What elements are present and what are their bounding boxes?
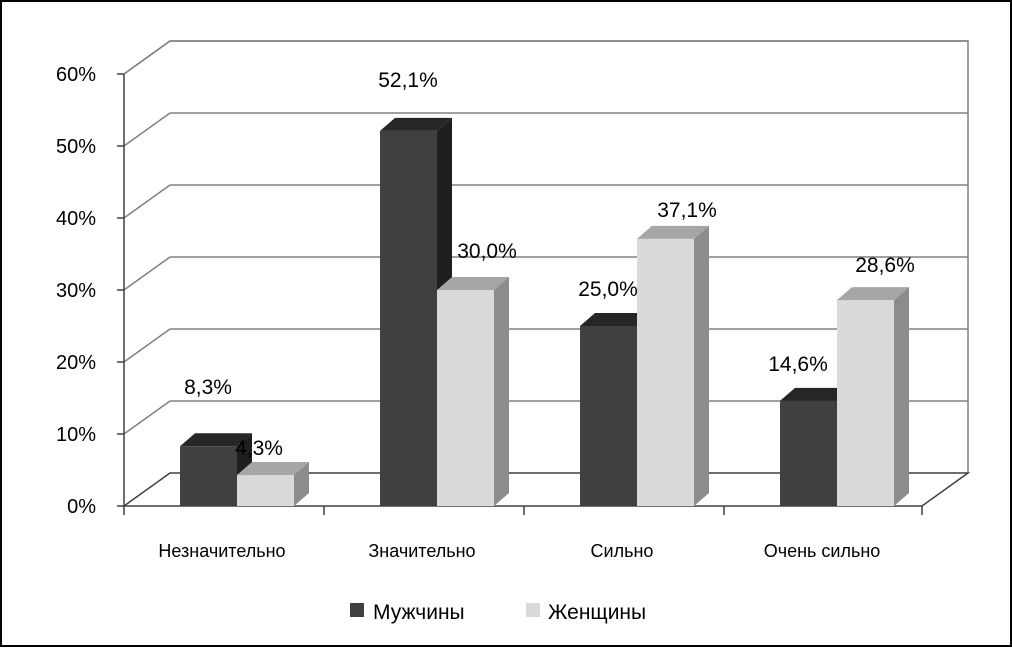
bar-front — [837, 300, 894, 506]
gridline — [123, 40, 968, 75]
bar-top — [637, 225, 709, 239]
data-label: 28,6% — [855, 254, 915, 277]
bar-front — [380, 130, 437, 506]
y-tick-label: 30% — [56, 280, 96, 302]
y-tick-label: 0% — [67, 496, 96, 518]
gridline — [123, 184, 968, 219]
data-label: 4,3% — [235, 437, 283, 460]
bar-front — [437, 290, 494, 506]
bar-top — [837, 287, 909, 301]
bar-top — [780, 387, 852, 401]
bar-top — [580, 313, 652, 326]
legend-swatch-men — [350, 603, 364, 617]
bar-top — [380, 117, 452, 131]
gridline — [123, 112, 968, 147]
data-labels: 8,3% 4,3% 52,1% 30,0% 25,0% 37,1% 14,6% 28,6% — [184, 69, 915, 460]
legend: Мужчины Женщины — [350, 601, 646, 624]
category-label: Сильно — [591, 541, 654, 561]
gridlines — [123, 40, 968, 435]
bar-top — [180, 433, 252, 447]
bar-front — [180, 446, 237, 506]
legend-swatch-women — [526, 603, 540, 617]
category-labels: Незначительно Значительно Сильно Очень силь… — [158, 541, 880, 561]
bars — [180, 117, 909, 506]
bar-front — [637, 238, 694, 506]
bar-front — [237, 475, 294, 506]
bar-side — [894, 287, 909, 506]
axes: 0% 10% 20% 30% 40% 50% 60% — [56, 64, 923, 518]
data-label: 14,6% — [768, 353, 828, 376]
legend-label-men: Мужчины — [373, 601, 465, 624]
category-label: Очень сильно — [764, 541, 881, 561]
data-label: 37,1% — [657, 199, 717, 222]
bar-top — [437, 277, 509, 290]
bar-side — [694, 225, 709, 506]
data-label: 52,1% — [378, 69, 438, 92]
bar-front — [780, 400, 837, 506]
bar-front — [580, 326, 637, 506]
y-tick-label: 60% — [56, 64, 96, 86]
category-label: Незначительно — [158, 541, 285, 561]
bar-top — [237, 462, 309, 476]
y-tick-label: 10% — [56, 424, 96, 446]
data-label: 25,0% — [578, 278, 638, 301]
y-tick-label: 20% — [56, 352, 96, 374]
data-label: 8,3% — [184, 376, 232, 399]
bar-side — [294, 462, 309, 506]
y-tick-label: 50% — [56, 136, 96, 158]
gridline — [123, 256, 968, 291]
data-label: 30,0% — [457, 240, 517, 263]
y-tick-label: 40% — [56, 208, 96, 230]
legend-label-women: Женщины — [548, 601, 646, 624]
bar-side — [494, 277, 509, 506]
category-label: Значительно — [368, 541, 475, 561]
